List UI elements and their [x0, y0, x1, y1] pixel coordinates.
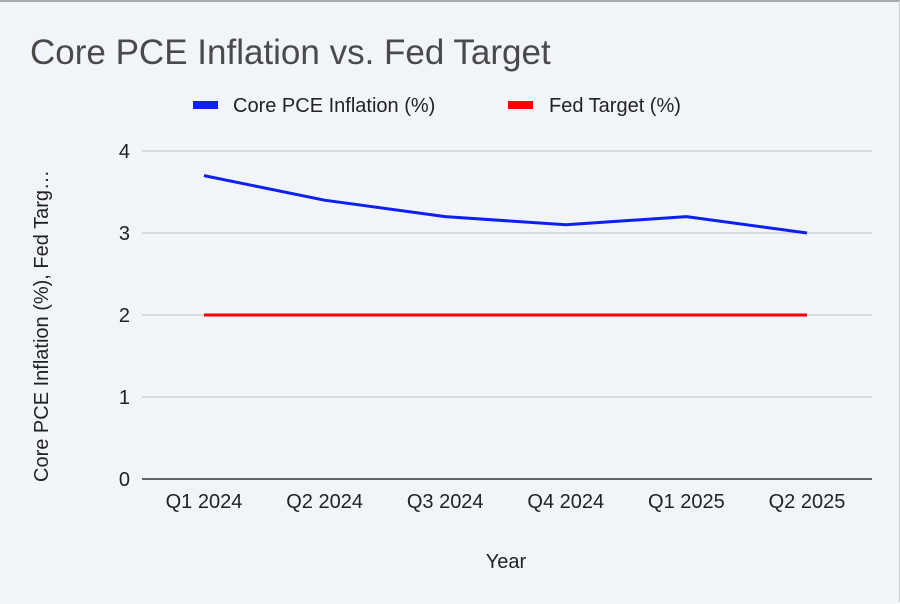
y-axis-ticks: 0 1 2 3 4 [119, 141, 130, 491]
legend-label: Fed Target (%) [549, 95, 681, 117]
x-tick-label: Q4 2024 [527, 491, 604, 513]
x-tick-label: Q3 2024 [407, 491, 484, 513]
legend: Core PCE Inflation (%) Fed Target (%) [193, 95, 681, 117]
chart-title: Core PCE Inflation vs. Fed Target [30, 33, 551, 72]
legend-label: Core PCE Inflation (%) [233, 95, 435, 117]
x-tick-label: Q1 2024 [166, 491, 243, 513]
y-axis-title: Core PCE Inflation (%), Fed Targ… [31, 170, 53, 482]
y-tick-label: 4 [119, 141, 130, 163]
y-tick-label: 2 [119, 305, 130, 327]
y-tick-label: 1 [119, 387, 130, 409]
series-lines [203, 174, 808, 317]
x-tick-label: Q1 2025 [648, 491, 725, 513]
legend-swatch [508, 101, 533, 109]
series-line-core-pce [203, 174, 808, 235]
y-tick-label: 0 [119, 469, 130, 491]
x-axis-title: Year [486, 551, 527, 573]
y-tick-label: 3 [119, 223, 130, 245]
x-tick-label: Q2 2025 [769, 491, 846, 513]
x-axis-ticks: Q1 2024 Q2 2024 Q3 2024 Q4 2024 Q1 2025 Q2 20… [166, 491, 846, 513]
x-tick-label: Q2 2024 [286, 491, 363, 513]
legend-swatch [193, 101, 218, 109]
